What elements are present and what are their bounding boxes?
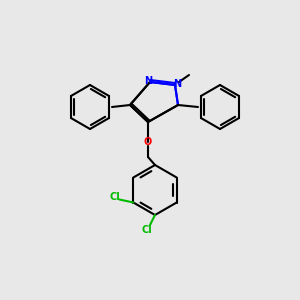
Text: Cl: Cl <box>142 225 152 235</box>
Text: N: N <box>144 76 152 86</box>
Text: N: N <box>173 79 181 89</box>
Text: Cl: Cl <box>110 193 121 202</box>
Text: O: O <box>144 137 152 147</box>
